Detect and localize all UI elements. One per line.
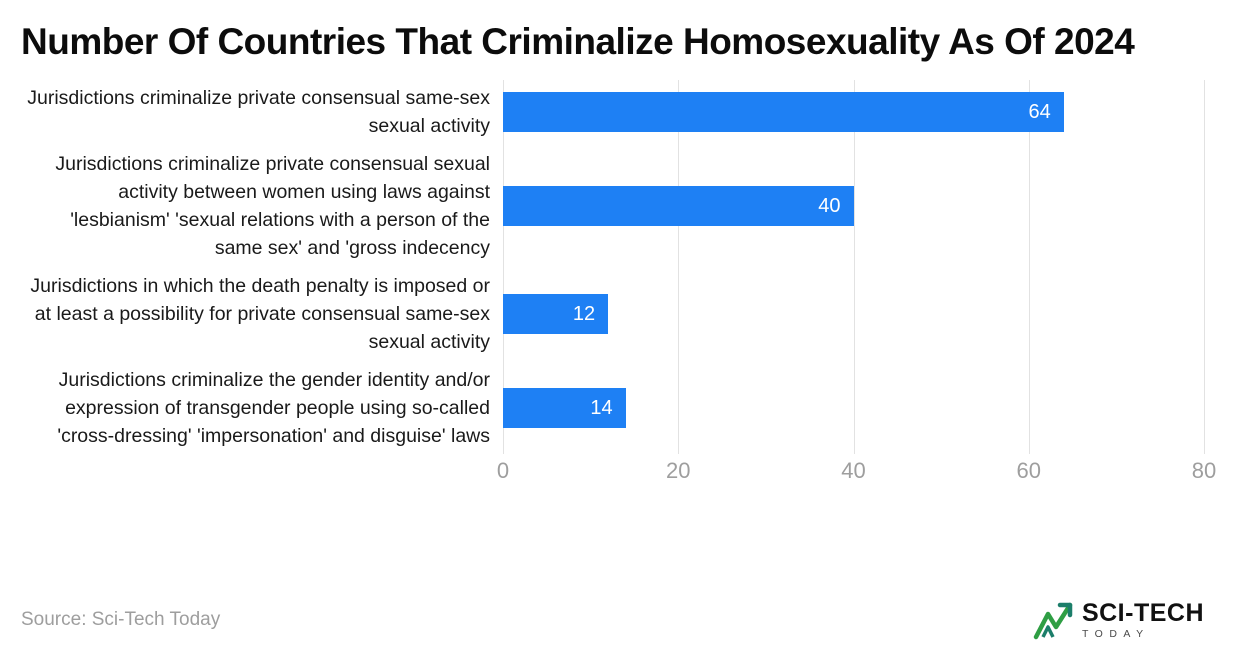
category-label: Jurisdictions criminalize the gender ide… xyxy=(57,369,490,448)
gridline-80 xyxy=(1204,80,1205,455)
footer: Source: Sci-Tech Today SCI-TECH TODAY xyxy=(21,594,1204,640)
bar: 64 xyxy=(503,92,1064,133)
gridline-60 xyxy=(1028,80,1030,455)
logo-line1: SCI-TECH xyxy=(1081,598,1204,627)
sci-tech-logo: SCI-TECH TODAY xyxy=(1033,600,1204,640)
category-label: Jurisdictions criminalize private consen… xyxy=(55,153,490,260)
gridline-0 xyxy=(503,80,504,455)
x-axis: 0 20 40 60 80 xyxy=(497,458,1216,490)
chart-row: Jurisdictions criminalize the gender ide… xyxy=(21,366,1204,450)
bar-value-label: 40 xyxy=(818,194,841,217)
bar-track: 40 xyxy=(503,186,1204,227)
logo-text: SCI-TECH TODAY xyxy=(1081,598,1204,640)
bar: 12 xyxy=(503,294,609,335)
chart-rows: Jurisdictions criminalize private consen… xyxy=(21,80,1205,455)
x-tick-80: 80 xyxy=(1191,458,1217,484)
chart-row: Jurisdictions criminalize private consen… xyxy=(21,84,1204,140)
bar-value-label: 64 xyxy=(1028,100,1051,123)
chart-row: Jurisdictions criminalize private consen… xyxy=(21,150,1204,262)
bar: 40 xyxy=(503,186,854,227)
x-tick-0: 0 xyxy=(496,458,510,484)
chart-row: Jurisdictions in which the death penalty… xyxy=(21,272,1204,356)
bar-chart: Jurisdictions criminalize private consen… xyxy=(21,80,1216,594)
gridlines xyxy=(503,80,1205,455)
logo-line2: TODAY xyxy=(1081,627,1150,640)
category-label: Jurisdictions criminalize private consen… xyxy=(27,87,490,138)
bar-value-label: 12 xyxy=(572,302,596,325)
page-title: Number Of Countries That Criminalize Hom… xyxy=(21,21,1135,62)
bar: 14 xyxy=(503,388,626,429)
x-tick-40: 40 xyxy=(841,458,866,484)
category-label: Jurisdictions in which the death penalty… xyxy=(30,275,490,354)
source-label: Source: Sci-Tech Today xyxy=(21,609,221,630)
gridline-40 xyxy=(853,80,855,455)
x-tick-20: 20 xyxy=(666,458,691,484)
gridline-20 xyxy=(678,80,680,455)
sci-tech-logo-icon xyxy=(1033,602,1073,640)
bar-value-label: 14 xyxy=(590,396,613,419)
bar-track: 14 xyxy=(503,388,1204,429)
x-tick-60: 60 xyxy=(1016,458,1041,484)
bar-track: 64 xyxy=(503,92,1204,133)
bar-track: 12 xyxy=(503,294,1204,335)
